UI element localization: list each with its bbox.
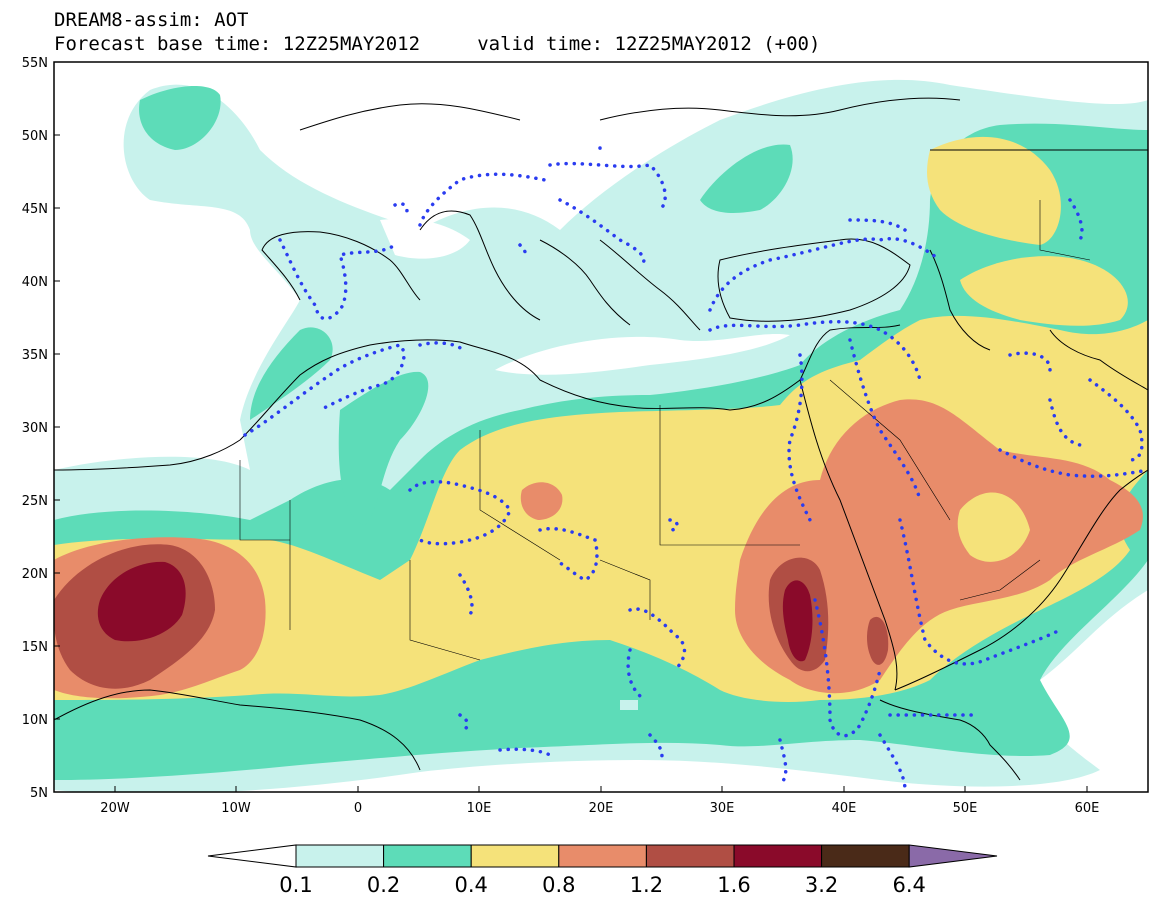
colorbar-label: 0.2 [367,873,400,897]
colorbar-cell [821,844,910,868]
aot-band-1.6 [97,561,186,642]
lon-label: 10W [221,801,251,816]
lat-label: 5N [30,786,48,801]
forecast-time-line: Forecast base time: 12Z25MAY2012 valid t… [54,33,821,55]
colorbar-cell [383,844,472,868]
lon-label: 20E [589,801,614,816]
colorbar-label: 1.2 [630,873,663,897]
colorbar [207,844,998,868]
lat-label: 30N [22,421,48,436]
lon-label: 10E [467,801,492,816]
coastlines [54,97,1148,781]
dust-contours [243,146,1148,792]
colorbar-cell [470,844,560,868]
lat-label: 35N [22,348,48,363]
aot-field [54,62,1148,792]
colorbar-label: 0.8 [542,873,575,897]
map-title: DREAM8-assim: AOT [54,9,249,31]
borders [239,200,1091,661]
lon-label: 30E [710,801,735,816]
colorbar-cell [733,844,823,868]
colorbar-cell [645,844,735,868]
colorbar-cell [295,844,385,868]
lat-label: 25N [22,494,48,509]
colorbar-cell [207,844,297,868]
lat-label: 20N [22,567,48,582]
colorbar-label: 0.4 [454,873,487,897]
lat-label: 45N [22,202,48,217]
colorbar-cell [558,844,647,868]
lon-label: 20W [100,801,130,816]
lon-label: 0 [354,801,362,816]
colorbar-label: 3.2 [805,873,838,897]
colorbar-label: 6.4 [892,873,925,897]
lat-label: 15N [22,640,48,655]
lat-label: 10N [22,713,48,728]
colorbar-cell [908,844,998,868]
lon-label: 60E [1075,801,1100,816]
lon-label: 40E [832,801,857,816]
lat-label: 55N [22,56,48,71]
lat-label: 40N [22,275,48,290]
colorbar-label: 1.6 [717,873,750,897]
lat-label: 50N [22,129,48,144]
colorbar-label: 0.1 [279,873,312,897]
lon-label: 50E [953,801,978,816]
